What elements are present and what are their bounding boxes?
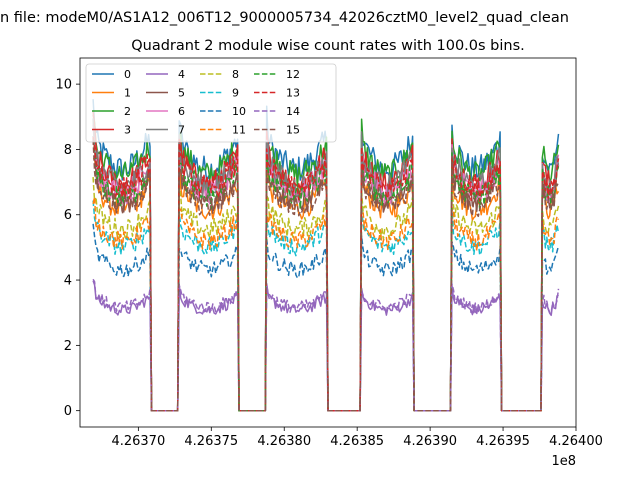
x-tick-label: 4.26385 (330, 434, 384, 449)
legend-label-9: 9 (232, 87, 239, 100)
legend-label-8: 8 (232, 68, 239, 81)
legend-label-13: 13 (286, 87, 300, 100)
x-tick-label: 4.26395 (476, 434, 530, 449)
legend-label-4: 4 (178, 68, 185, 81)
x-tick-label: 4.26400 (549, 434, 603, 449)
y-tick-label: 6 (64, 208, 72, 223)
legend-box (85, 63, 337, 143)
series-line-8 (92, 177, 560, 412)
legend-label-2: 2 (124, 105, 131, 118)
legend-label-1: 1 (124, 87, 131, 100)
series-line-14 (92, 278, 560, 412)
axes-frame (79, 57, 577, 428)
legend-label-5: 5 (178, 87, 185, 100)
y-tick-label: 4 (64, 274, 72, 289)
legend-label-15: 15 (286, 124, 300, 137)
legend-label-14: 14 (286, 105, 300, 118)
legend-label-10: 10 (232, 105, 246, 118)
y-tick-label: 2 (64, 339, 72, 354)
series-line-15 (92, 139, 560, 412)
legend-label-0: 0 (124, 68, 131, 81)
x-tick-label: 4.26390 (403, 434, 457, 449)
figure-suptitle: n file: modeM0/AS1A12_006T12_9000005734_… (0, 10, 569, 26)
legend-label-12: 12 (286, 68, 300, 81)
axes: 4.26370 4.26375 4.26380 4.26385 4.26390 4.263… (55, 57, 603, 469)
legend-label-11: 11 (232, 124, 246, 137)
x-offset-label: 1e8 (551, 454, 576, 469)
x-tick-label: 4.26380 (257, 434, 311, 449)
y-tick-label: 0 (64, 404, 72, 419)
legend-label-7: 7 (178, 124, 185, 137)
series-line-11 (92, 196, 560, 412)
y-tick-label: 10 (55, 78, 72, 93)
x-tick-label: 4.26370 (111, 434, 165, 449)
chart-title: Quadrant 2 module wise count rates with … (131, 38, 525, 54)
legend-label-6: 6 (178, 105, 185, 118)
legend-label-3: 3 (124, 124, 131, 137)
y-tick-label: 8 (64, 143, 72, 158)
x-tick-label: 4.26375 (184, 434, 238, 449)
